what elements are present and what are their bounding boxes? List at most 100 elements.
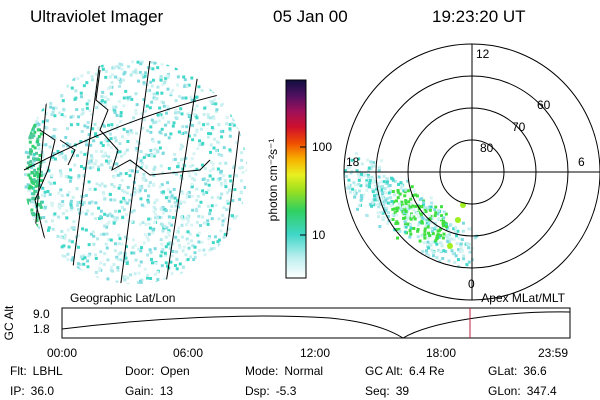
polar-pixel bbox=[404, 199, 408, 203]
polar-pixel bbox=[428, 233, 432, 237]
map-pixel bbox=[90, 212, 94, 216]
polar-pixel bbox=[374, 184, 378, 188]
polar-pixel bbox=[391, 213, 395, 217]
map-pixel bbox=[131, 238, 135, 242]
map-pixel bbox=[177, 205, 181, 209]
polar-pixel bbox=[428, 217, 432, 221]
map-pixel bbox=[170, 223, 174, 227]
map-pixel bbox=[199, 200, 203, 204]
polar-pixel bbox=[450, 249, 454, 253]
polar-pixel bbox=[380, 194, 384, 198]
map-pixel bbox=[253, 69, 256, 72]
map-pixel bbox=[159, 254, 163, 258]
polar-pixel bbox=[388, 189, 392, 193]
map-pixel bbox=[127, 65, 131, 69]
polar-pixel bbox=[467, 260, 471, 264]
map-pixel bbox=[31, 197, 35, 201]
map-pixel bbox=[48, 79, 52, 83]
map-pixel bbox=[48, 87, 52, 91]
polar-pixel bbox=[425, 252, 429, 256]
map-pixel bbox=[33, 214, 37, 218]
map-pixel bbox=[70, 86, 74, 90]
polar-pixel bbox=[360, 162, 364, 166]
map-pixel bbox=[44, 286, 47, 289]
map-pixel bbox=[29, 273, 33, 277]
polar-pixel bbox=[449, 237, 453, 241]
map-pixel bbox=[106, 160, 110, 164]
map-pixel bbox=[241, 220, 245, 224]
map-pixel bbox=[151, 172, 155, 176]
map-pixel bbox=[75, 108, 79, 112]
map-pixel bbox=[41, 273, 45, 277]
map-pixel bbox=[242, 130, 246, 134]
polar-pixel bbox=[339, 179, 342, 182]
map-pixel bbox=[71, 256, 75, 260]
map-pixel bbox=[29, 220, 33, 224]
map-pixel bbox=[251, 141, 254, 144]
map-pixel bbox=[202, 177, 206, 181]
map-pixel bbox=[31, 95, 35, 99]
map-pixel bbox=[200, 163, 204, 167]
map-pixel bbox=[127, 286, 130, 289]
map-pixel bbox=[69, 168, 73, 172]
polar-pixel bbox=[406, 179, 410, 183]
map-pixel bbox=[244, 262, 247, 266]
map-pixel bbox=[203, 167, 207, 171]
map-pixel bbox=[248, 146, 251, 149]
polar-pixel bbox=[376, 197, 380, 201]
map-pixel bbox=[93, 162, 97, 166]
map-pixel bbox=[191, 244, 195, 248]
mlt-label: 12 bbox=[476, 47, 490, 61]
map-pixel bbox=[187, 191, 191, 195]
map-pixel bbox=[249, 122, 252, 125]
map-pixel bbox=[186, 220, 190, 224]
map-pixel bbox=[185, 237, 189, 241]
map-pixel bbox=[118, 287, 121, 290]
map-pixel bbox=[122, 104, 126, 108]
map-pixel bbox=[57, 268, 61, 272]
map-pixel bbox=[223, 182, 227, 186]
map-pixel bbox=[177, 110, 181, 114]
map-pixel bbox=[118, 183, 122, 187]
map-pixel bbox=[31, 219, 35, 223]
map-pixel bbox=[31, 220, 35, 224]
map-pixel bbox=[190, 194, 194, 198]
map-pixel bbox=[119, 172, 123, 176]
map-pixel bbox=[27, 211, 31, 215]
map-pixel bbox=[108, 212, 112, 216]
map-pixel bbox=[76, 203, 80, 207]
polar-pixel bbox=[459, 242, 463, 246]
time-tick-label: 18:00 bbox=[426, 346, 456, 360]
map-pixel bbox=[185, 195, 189, 199]
map-pixel bbox=[181, 265, 185, 269]
polar-pixel bbox=[404, 188, 408, 192]
map-pixel bbox=[115, 127, 119, 131]
polar-pixel bbox=[368, 202, 372, 206]
map-pixel bbox=[93, 92, 97, 96]
map-pixel bbox=[61, 200, 65, 204]
polar-pixel bbox=[438, 241, 442, 245]
polar-pixel bbox=[367, 169, 371, 173]
map-pixel bbox=[230, 250, 234, 254]
map-pixel bbox=[126, 276, 130, 280]
map-pixel bbox=[230, 122, 234, 126]
map-pixel bbox=[52, 128, 56, 132]
map-pixel bbox=[130, 251, 134, 255]
map-pixel bbox=[195, 167, 199, 171]
polar-pixel bbox=[456, 248, 460, 252]
polar-pixel bbox=[454, 254, 458, 258]
map-pixel bbox=[78, 280, 82, 284]
map-pixel bbox=[209, 101, 213, 105]
map-pixel bbox=[27, 173, 31, 177]
polar-pixel bbox=[365, 179, 369, 183]
map-pixel bbox=[83, 152, 87, 156]
map-pixel bbox=[194, 64, 198, 68]
map-pixel bbox=[220, 95, 224, 99]
polar-pixel bbox=[384, 200, 388, 204]
map-pixel bbox=[239, 191, 243, 195]
polar-pixel bbox=[376, 182, 380, 186]
map-pixel bbox=[52, 67, 56, 71]
map-pixel bbox=[24, 211, 28, 215]
map-pixel bbox=[188, 195, 192, 199]
map-pixel bbox=[238, 279, 242, 283]
